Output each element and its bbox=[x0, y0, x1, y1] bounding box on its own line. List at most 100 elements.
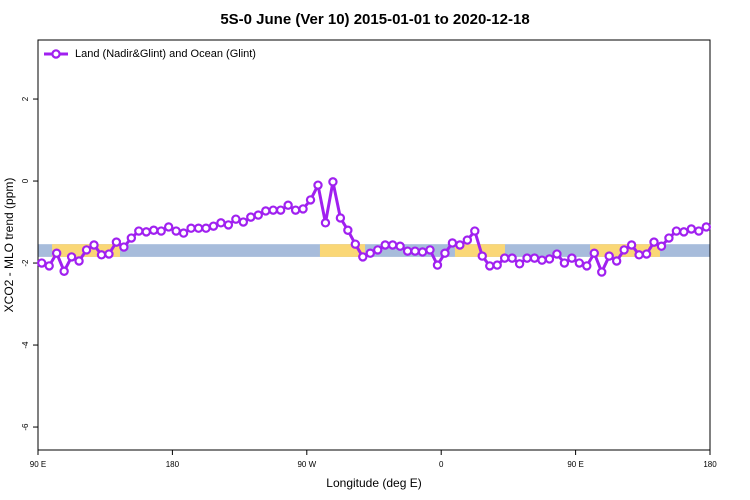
x-tick-label: 0 bbox=[439, 460, 444, 469]
data-point bbox=[193, 223, 204, 233]
data-point bbox=[51, 248, 62, 258]
data-point bbox=[649, 237, 659, 247]
data-point bbox=[44, 261, 54, 271]
data-point bbox=[59, 266, 69, 276]
data-point bbox=[216, 218, 226, 228]
data-point bbox=[582, 261, 592, 271]
data-point bbox=[141, 227, 151, 237]
data-point bbox=[410, 246, 420, 256]
data-point bbox=[559, 258, 570, 268]
data-point bbox=[246, 212, 256, 222]
data-point bbox=[679, 227, 689, 237]
data-point bbox=[238, 217, 249, 227]
data-point bbox=[417, 247, 428, 257]
chart-title: 5S-0 June (Ver 10) 2015-01-01 to 2020-12… bbox=[220, 11, 529, 28]
x-tick-label: 90 W bbox=[297, 460, 316, 469]
data-point bbox=[149, 225, 159, 235]
data-point bbox=[305, 195, 316, 205]
data-point bbox=[597, 267, 607, 277]
data-point bbox=[462, 235, 473, 245]
data-point bbox=[134, 226, 144, 236]
data-point bbox=[358, 252, 368, 262]
data-point bbox=[328, 177, 338, 187]
data-point bbox=[641, 249, 652, 259]
legend-label: Land (Nadir&Glint) and Ocean (Glint) bbox=[75, 48, 256, 60]
data-point bbox=[373, 245, 383, 255]
y-tick-label: 2 bbox=[21, 96, 30, 101]
data-point bbox=[275, 205, 286, 215]
y-axis-label: XCO2 - MLO trend (ppm) bbox=[2, 178, 16, 313]
data-point bbox=[171, 226, 181, 236]
data-point bbox=[574, 258, 585, 268]
data-point bbox=[343, 225, 353, 235]
data-point bbox=[499, 253, 510, 263]
data-point bbox=[522, 253, 532, 263]
data-point bbox=[477, 251, 487, 261]
data-point bbox=[656, 241, 667, 251]
data-point bbox=[335, 213, 346, 223]
data-point bbox=[440, 248, 450, 258]
x-tick-label: 90 E bbox=[567, 460, 583, 469]
data-point bbox=[380, 240, 390, 250]
x-tick-label: 180 bbox=[166, 460, 180, 469]
data-point bbox=[163, 222, 174, 232]
data-point bbox=[208, 221, 219, 231]
data-point bbox=[395, 241, 405, 251]
data-point bbox=[671, 226, 682, 236]
data-point bbox=[231, 214, 241, 224]
data-point bbox=[455, 240, 465, 250]
data-point bbox=[701, 222, 711, 232]
data-point bbox=[686, 224, 697, 234]
data-point bbox=[89, 240, 99, 250]
data-point bbox=[223, 220, 234, 230]
data-point bbox=[178, 228, 189, 238]
data-point bbox=[74, 256, 84, 266]
data-point bbox=[37, 258, 47, 268]
data-point bbox=[66, 252, 77, 262]
data-point bbox=[290, 205, 301, 215]
data-point bbox=[634, 250, 644, 260]
data-point bbox=[186, 223, 196, 233]
data-point bbox=[619, 245, 629, 255]
data-point bbox=[111, 237, 122, 247]
legend-marker bbox=[51, 49, 61, 59]
data-point bbox=[268, 205, 278, 215]
data-point bbox=[664, 233, 674, 243]
data-point bbox=[201, 223, 211, 233]
data-point bbox=[261, 206, 271, 216]
data-point bbox=[544, 254, 555, 264]
data-point bbox=[485, 261, 495, 271]
data-point bbox=[402, 246, 413, 256]
data-point bbox=[298, 204, 308, 214]
data-point bbox=[432, 260, 443, 270]
y-tick-label: -2 bbox=[21, 259, 30, 267]
data-point bbox=[589, 248, 599, 258]
y-tick-label: -4 bbox=[21, 341, 30, 349]
data-point bbox=[104, 249, 114, 259]
y-tick-label: 0 bbox=[21, 178, 30, 183]
data-point bbox=[447, 238, 458, 248]
data-point bbox=[507, 253, 517, 263]
data-point bbox=[96, 250, 107, 260]
x-tick-label: 90 E bbox=[30, 460, 46, 469]
data-point bbox=[81, 245, 92, 255]
data-point bbox=[694, 226, 704, 236]
data-point bbox=[126, 233, 137, 243]
data-point bbox=[350, 239, 361, 249]
plot-frame bbox=[37, 39, 711, 451]
data-point bbox=[492, 260, 502, 270]
data-point bbox=[626, 240, 637, 250]
data-point bbox=[611, 256, 622, 266]
data-point bbox=[552, 249, 562, 259]
x-tick-label: 180 bbox=[703, 460, 717, 469]
data-point bbox=[283, 200, 293, 210]
data-point bbox=[313, 180, 323, 190]
data-point bbox=[387, 240, 398, 250]
data-point bbox=[514, 259, 525, 269]
data-point bbox=[119, 242, 129, 252]
data-point bbox=[567, 253, 577, 263]
data-point bbox=[537, 255, 547, 265]
data-point bbox=[604, 251, 614, 261]
data-point bbox=[156, 226, 166, 236]
